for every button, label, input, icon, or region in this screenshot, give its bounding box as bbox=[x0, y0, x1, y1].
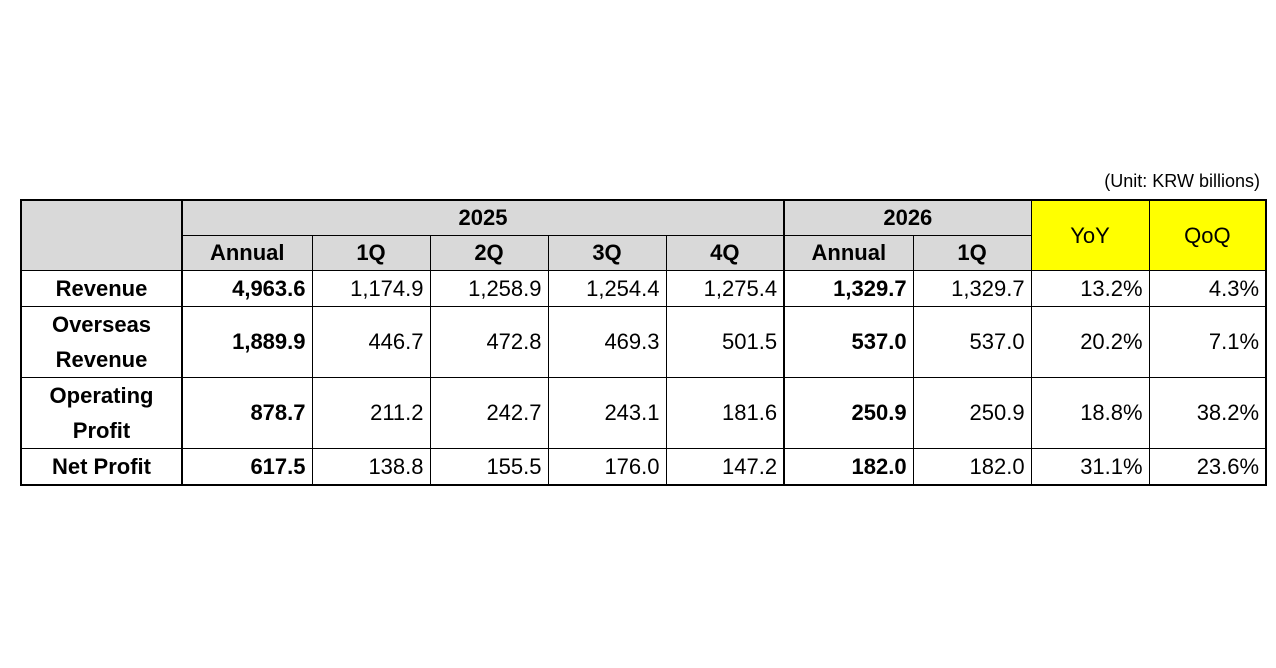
cell-qoq: 7.1% bbox=[1148, 306, 1267, 378]
cell-2025-annual: 617.5 bbox=[181, 448, 313, 486]
cell-2026-annual: 250.9 bbox=[783, 377, 914, 449]
cell-2025-4q: 147.2 bbox=[665, 448, 785, 486]
financial-results-table: 2025 2026 YoY QoQ Annual 1Q 2Q 3Q 4Q Ann… bbox=[20, 199, 1268, 486]
header-corner-cell-lower bbox=[20, 235, 183, 271]
cell-2025-3q: 1,254.4 bbox=[547, 270, 667, 307]
row-label-overseas-revenue: Overseas Revenue bbox=[20, 306, 183, 378]
cell-2025-2q: 472.8 bbox=[429, 306, 549, 378]
cell-qoq: 23.6% bbox=[1148, 448, 1267, 486]
cell-yoy: 31.1% bbox=[1030, 448, 1150, 486]
header-row-periods: Annual 1Q 2Q 3Q 4Q Annual 1Q bbox=[20, 235, 1266, 271]
table-row: Operating Profit 878.7 211.2 242.7 243.1… bbox=[20, 377, 1267, 449]
header-yoy: YoY bbox=[1030, 199, 1150, 271]
cell-2026-annual: 182.0 bbox=[783, 448, 914, 486]
cell-qoq: 4.3% bbox=[1148, 270, 1267, 307]
cell-2025-annual: 1,889.9 bbox=[181, 306, 313, 378]
cell-2025-3q: 176.0 bbox=[547, 448, 667, 486]
row-label-net-profit: Net Profit bbox=[20, 448, 183, 486]
cell-2025-2q: 155.5 bbox=[429, 448, 549, 486]
table-row: Revenue 4,963.6 1,174.9 1,258.9 1,254.4 … bbox=[20, 270, 1267, 307]
row-label-operating-profit: Operating Profit bbox=[20, 377, 183, 449]
header-2025-3q: 3Q bbox=[547, 235, 667, 271]
cell-2026-annual: 537.0 bbox=[783, 306, 914, 378]
header-row-years: 2025 2026 YoY QoQ bbox=[20, 199, 1267, 271]
cell-2026-annual: 1,329.7 bbox=[783, 270, 914, 307]
cell-2025-1q: 211.2 bbox=[311, 377, 431, 449]
cell-2025-4q: 501.5 bbox=[665, 306, 785, 378]
cell-yoy: 20.2% bbox=[1030, 306, 1150, 378]
cell-qoq: 38.2% bbox=[1148, 377, 1267, 449]
header-year-2025: 2025 bbox=[180, 199, 785, 236]
cell-2025-1q: 446.7 bbox=[311, 306, 431, 378]
table-row: Overseas Revenue 1,889.9 446.7 472.8 469… bbox=[20, 306, 1267, 378]
header-corner-cell bbox=[20, 199, 183, 236]
table-row: Net Profit 617.5 138.8 155.5 176.0 147.2… bbox=[20, 448, 1267, 486]
cell-2025-3q: 243.1 bbox=[547, 377, 667, 449]
header-year-2026: 2026 bbox=[783, 199, 1032, 236]
unit-note: (Unit: KRW billions) bbox=[1104, 171, 1260, 191]
cell-2025-annual: 878.7 bbox=[181, 377, 313, 449]
cell-2026-1q: 1,329.7 bbox=[912, 270, 1032, 307]
cell-2025-4q: 181.6 bbox=[665, 377, 785, 449]
cell-2026-1q: 182.0 bbox=[912, 448, 1032, 486]
header-2025-2q: 2Q bbox=[429, 235, 549, 271]
cell-2025-3q: 469.3 bbox=[547, 306, 667, 378]
row-label-revenue: Revenue bbox=[20, 270, 183, 307]
cell-2025-1q: 138.8 bbox=[311, 448, 431, 486]
cell-2025-annual: 4,963.6 bbox=[181, 270, 313, 307]
header-2025-4q: 4Q bbox=[665, 235, 785, 271]
cell-2025-2q: 242.7 bbox=[429, 377, 549, 449]
header-2026-annual: Annual bbox=[783, 235, 914, 271]
header-2026-1q: 1Q bbox=[912, 235, 1032, 271]
header-2025-1q: 1Q bbox=[311, 235, 431, 271]
header-2025-annual: Annual bbox=[181, 235, 313, 271]
cell-2025-4q: 1,275.4 bbox=[665, 270, 785, 307]
cell-2026-1q: 537.0 bbox=[912, 306, 1032, 378]
cell-yoy: 18.8% bbox=[1030, 377, 1150, 449]
cell-2026-1q: 250.9 bbox=[912, 377, 1032, 449]
header-qoq: QoQ bbox=[1148, 199, 1267, 271]
cell-2025-2q: 1,258.9 bbox=[429, 270, 549, 307]
cell-yoy: 13.2% bbox=[1030, 270, 1150, 307]
cell-2025-1q: 1,174.9 bbox=[311, 270, 431, 307]
